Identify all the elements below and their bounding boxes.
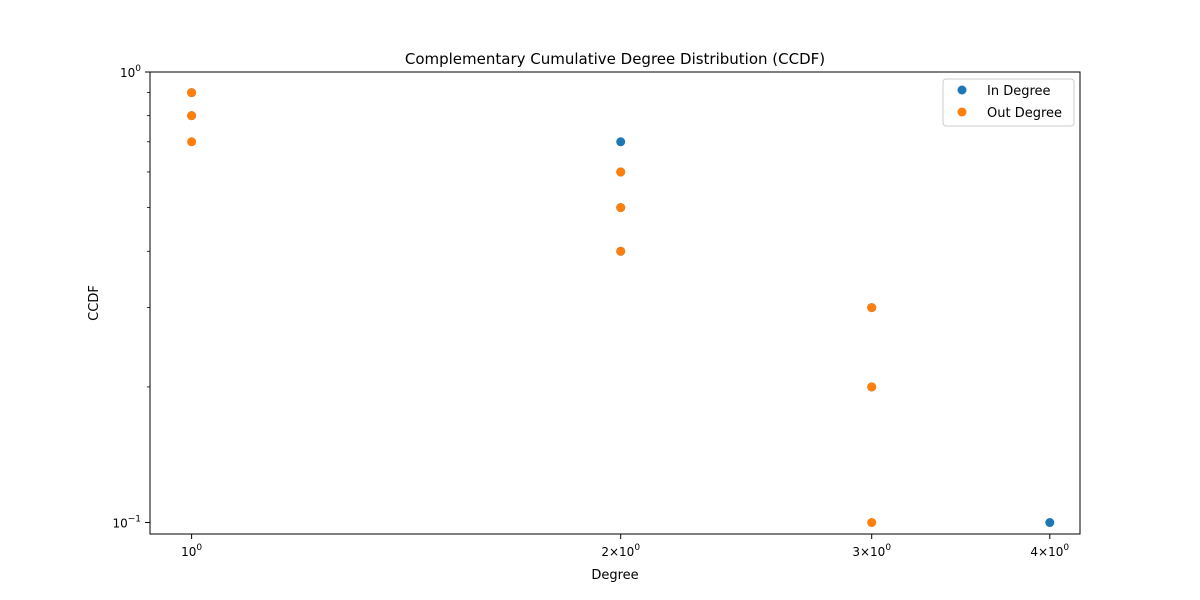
data-point	[616, 167, 626, 177]
x-tick-label: 4×100	[1030, 543, 1069, 559]
legend-marker	[957, 107, 967, 117]
chart-title: Complementary Cumulative Degree Distribu…	[405, 50, 825, 68]
x-axis-label: Degree	[591, 568, 638, 583]
data-point	[187, 137, 197, 147]
data-point	[616, 203, 626, 213]
data-point	[187, 111, 197, 121]
points-layer	[187, 88, 1055, 528]
data-point	[616, 246, 626, 256]
x-tick-label: 3×100	[852, 543, 891, 559]
legend: In Degree Out Degree	[942, 78, 1075, 127]
x-tick-label: 2×100	[601, 543, 640, 559]
data-point	[867, 518, 877, 528]
legend-box	[942, 78, 1075, 127]
data-point	[616, 137, 626, 147]
series-out-degree	[187, 88, 877, 528]
plot-area	[150, 72, 1080, 534]
y-tick-label: 10−1	[112, 515, 141, 531]
ticks-layer: 100 2×100 3×100 4×100 100 10−1	[112, 64, 1069, 559]
legend-marker	[957, 85, 967, 95]
data-point	[867, 382, 877, 392]
plot-frame	[149, 71, 1081, 535]
legend-label: In Degree	[987, 84, 1051, 99]
data-point	[187, 88, 197, 98]
y-axis-label: CCDF	[87, 285, 102, 321]
legend-label: Out Degree	[987, 106, 1062, 121]
x-tick-label: 100	[181, 543, 202, 559]
y-tick-label: 100	[120, 64, 141, 80]
data-point	[867, 303, 877, 313]
data-point	[1045, 518, 1055, 528]
